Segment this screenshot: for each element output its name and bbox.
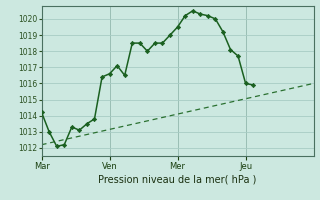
X-axis label: Pression niveau de la mer( hPa ): Pression niveau de la mer( hPa ) xyxy=(99,175,257,185)
